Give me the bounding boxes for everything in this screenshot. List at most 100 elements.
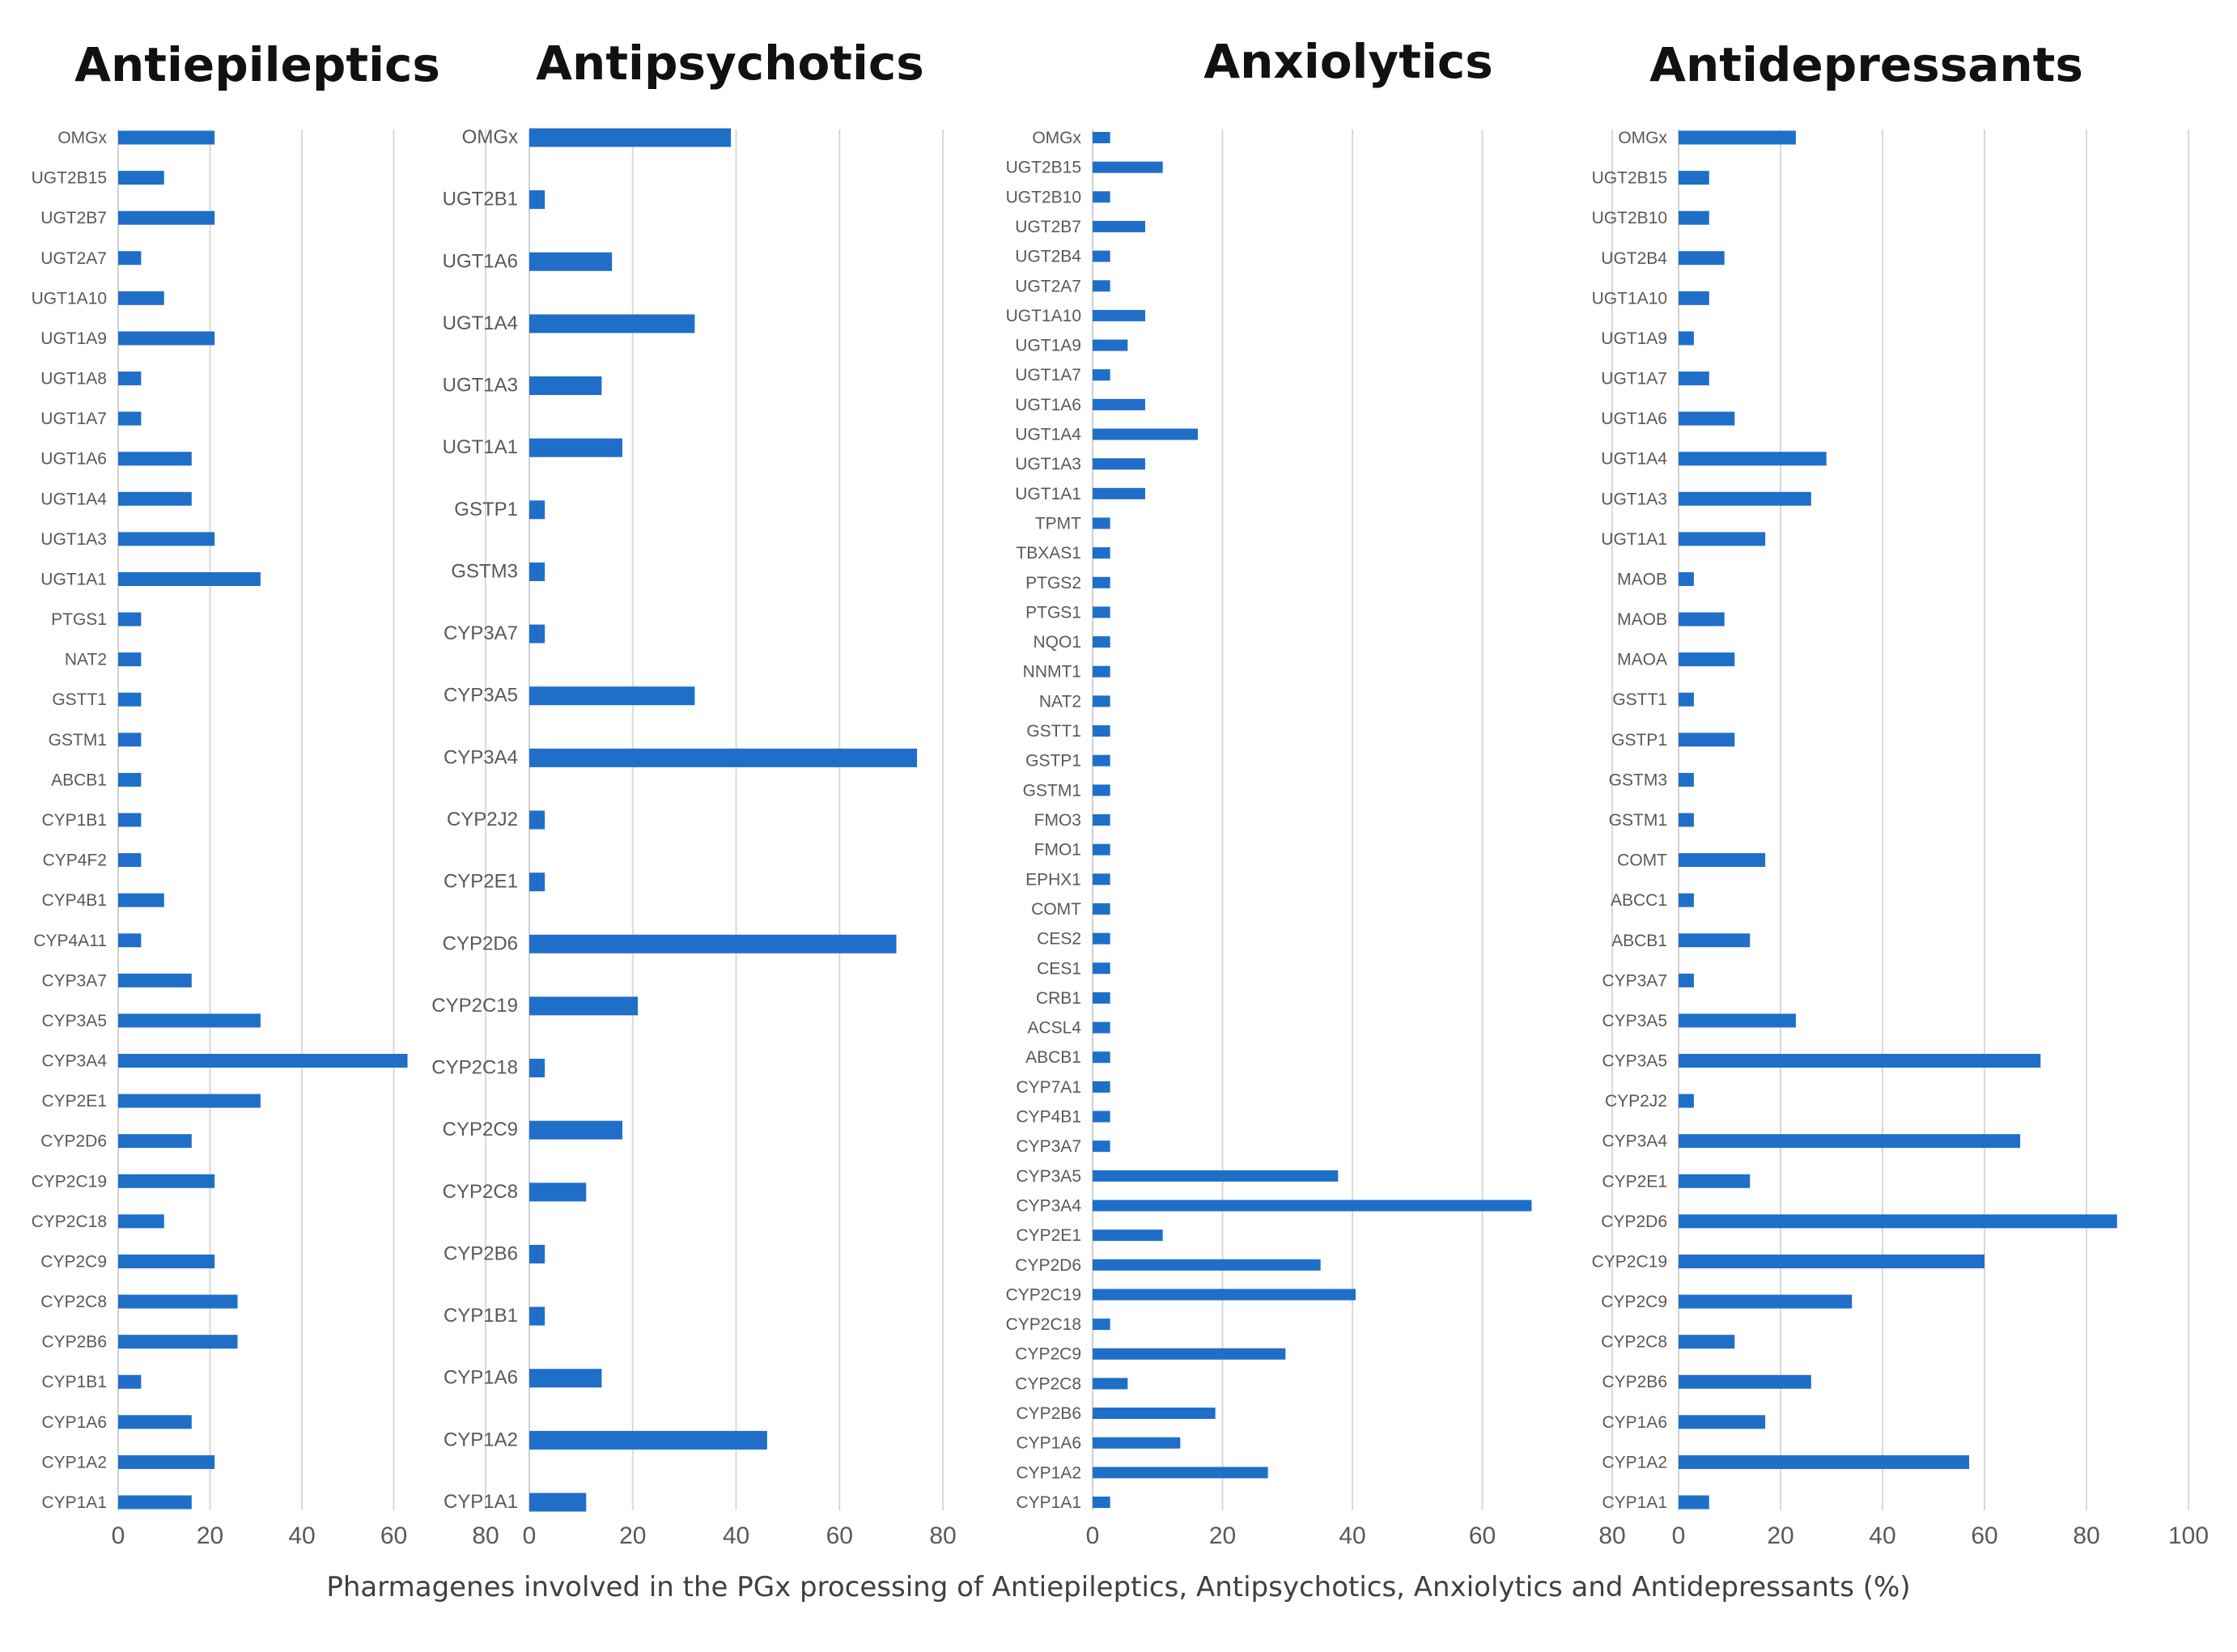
bar	[1093, 428, 1199, 440]
bar	[529, 1493, 587, 1512]
category-label: GSTP1	[1025, 752, 1081, 771]
category-label: UGT1A4	[1601, 450, 1667, 469]
bar	[1093, 1051, 1110, 1064]
bar	[529, 314, 695, 333]
bar	[118, 1214, 164, 1229]
category-label: UGT2B15	[32, 169, 107, 188]
bar	[1093, 754, 1110, 767]
bar	[529, 810, 545, 830]
bar	[1093, 606, 1110, 618]
bar	[1093, 1437, 1181, 1449]
category-label: CES1	[1037, 959, 1081, 978]
bar	[1093, 339, 1128, 351]
bar	[1093, 814, 1110, 826]
bar	[1093, 191, 1110, 203]
category-label: CYP3A4	[41, 1052, 107, 1071]
category-label: CYP3A5	[41, 1012, 107, 1030]
category-label: UGT1A10	[32, 289, 107, 308]
category-label: UGT1A7	[40, 410, 107, 428]
category-label: UGT1A6	[40, 450, 107, 469]
category-label: CYP2E1	[1016, 1226, 1081, 1245]
bar	[1679, 411, 1735, 426]
category-label: CYP1A2	[1602, 1453, 1667, 1472]
category-label: CRB1	[1036, 989, 1081, 1008]
category-label: UGT2A7	[40, 249, 107, 268]
category-label: MAOA	[1617, 651, 1667, 669]
x-tick-label: 0	[523, 1522, 537, 1549]
category-label: EPHX1	[1025, 870, 1081, 889]
category-label: CYP3A5	[1016, 1167, 1081, 1186]
bar	[1679, 1214, 2117, 1229]
bar	[1093, 280, 1110, 292]
category-label: CYP1A6	[1016, 1434, 1081, 1453]
category-label: UGT2B15	[1006, 159, 1081, 177]
category-label: CYP2D6	[40, 1132, 107, 1151]
bar	[529, 624, 545, 643]
panel-title-antidepressants: Antidepressants	[1649, 37, 2083, 92]
x-tick-label: 20	[1209, 1522, 1236, 1549]
bar	[1679, 652, 1735, 667]
x-tick-label: 80	[1598, 1522, 1625, 1549]
bar	[529, 562, 545, 581]
x-tick-label: 20	[197, 1522, 223, 1549]
panel-title-antiepileptics: Antiepileptics	[74, 37, 440, 92]
bar	[1093, 1229, 1163, 1242]
bar	[1679, 571, 1694, 586]
category-label: CYP1A1	[1016, 1493, 1081, 1512]
bar	[1093, 1021, 1110, 1034]
category-label: UGT2A7	[1015, 277, 1081, 295]
bar	[118, 853, 142, 868]
bar	[1679, 1094, 1694, 1108]
category-label: GSTT1	[52, 690, 107, 709]
bar	[1679, 893, 1694, 907]
category-label: CYP1A6	[444, 1367, 518, 1389]
panel-antiepileptics: Antiepileptics OMGx UGT2B15 UGT2B7 UGT2A7 UG…	[32, 37, 499, 1549]
bar	[1093, 369, 1110, 381]
category-label: CYP1A6	[41, 1413, 107, 1432]
category-label: OMGx	[462, 126, 518, 148]
bar	[529, 376, 602, 396]
category-label: GSTP1	[1611, 731, 1667, 750]
bar	[1679, 1455, 1970, 1469]
bar	[1679, 1174, 1751, 1188]
category-label: UGT1A8	[40, 370, 107, 389]
x-tick-label: 60	[380, 1522, 407, 1549]
bar	[118, 1054, 408, 1068]
category-label: ABCB1	[51, 771, 107, 789]
category-label: CYP2C8	[40, 1293, 107, 1311]
category-label: CYP2B6	[444, 1242, 518, 1264]
category-label: CYP2C19	[32, 1172, 107, 1191]
category-label: MAOB	[1617, 610, 1667, 629]
category-label: FMO3	[1034, 811, 1081, 830]
bar	[118, 1174, 215, 1188]
category-label: OMGx	[57, 129, 107, 147]
bar	[1679, 813, 1694, 827]
x-tick-label: 60	[1469, 1522, 1496, 1549]
category-label: TPMT	[1035, 514, 1081, 533]
category-label: UGT2B1	[443, 189, 518, 210]
bar	[1679, 452, 1827, 466]
bar	[1093, 695, 1110, 707]
bar	[118, 210, 215, 225]
bar	[118, 411, 142, 426]
category-label: NQO1	[1033, 633, 1081, 652]
bar	[1093, 1497, 1110, 1508]
category-label: UGT1A4	[1015, 426, 1081, 444]
category-label: UGT1A9	[40, 329, 107, 348]
x-tick-label: 40	[1339, 1522, 1365, 1549]
category-label: CYP3A5	[1602, 1012, 1667, 1030]
category-label: CYP2C9	[1601, 1293, 1667, 1311]
category-label: NAT2	[1039, 692, 1081, 711]
bar	[1093, 1200, 1532, 1212]
category-label: CYP3A4	[444, 746, 518, 768]
bar	[118, 571, 261, 586]
bar	[1679, 1134, 2021, 1149]
x-tick-label: 80	[2073, 1522, 2099, 1549]
category-label: CYP1B1	[41, 811, 107, 830]
category-label: CYP2B6	[41, 1333, 107, 1352]
category-label: CYP3A5	[1602, 1052, 1667, 1071]
category-label: PTGS2	[1025, 574, 1081, 592]
category-label: UGT2B10	[1006, 188, 1081, 206]
category-label: UGT1A6	[443, 250, 518, 272]
bar	[1093, 458, 1146, 470]
